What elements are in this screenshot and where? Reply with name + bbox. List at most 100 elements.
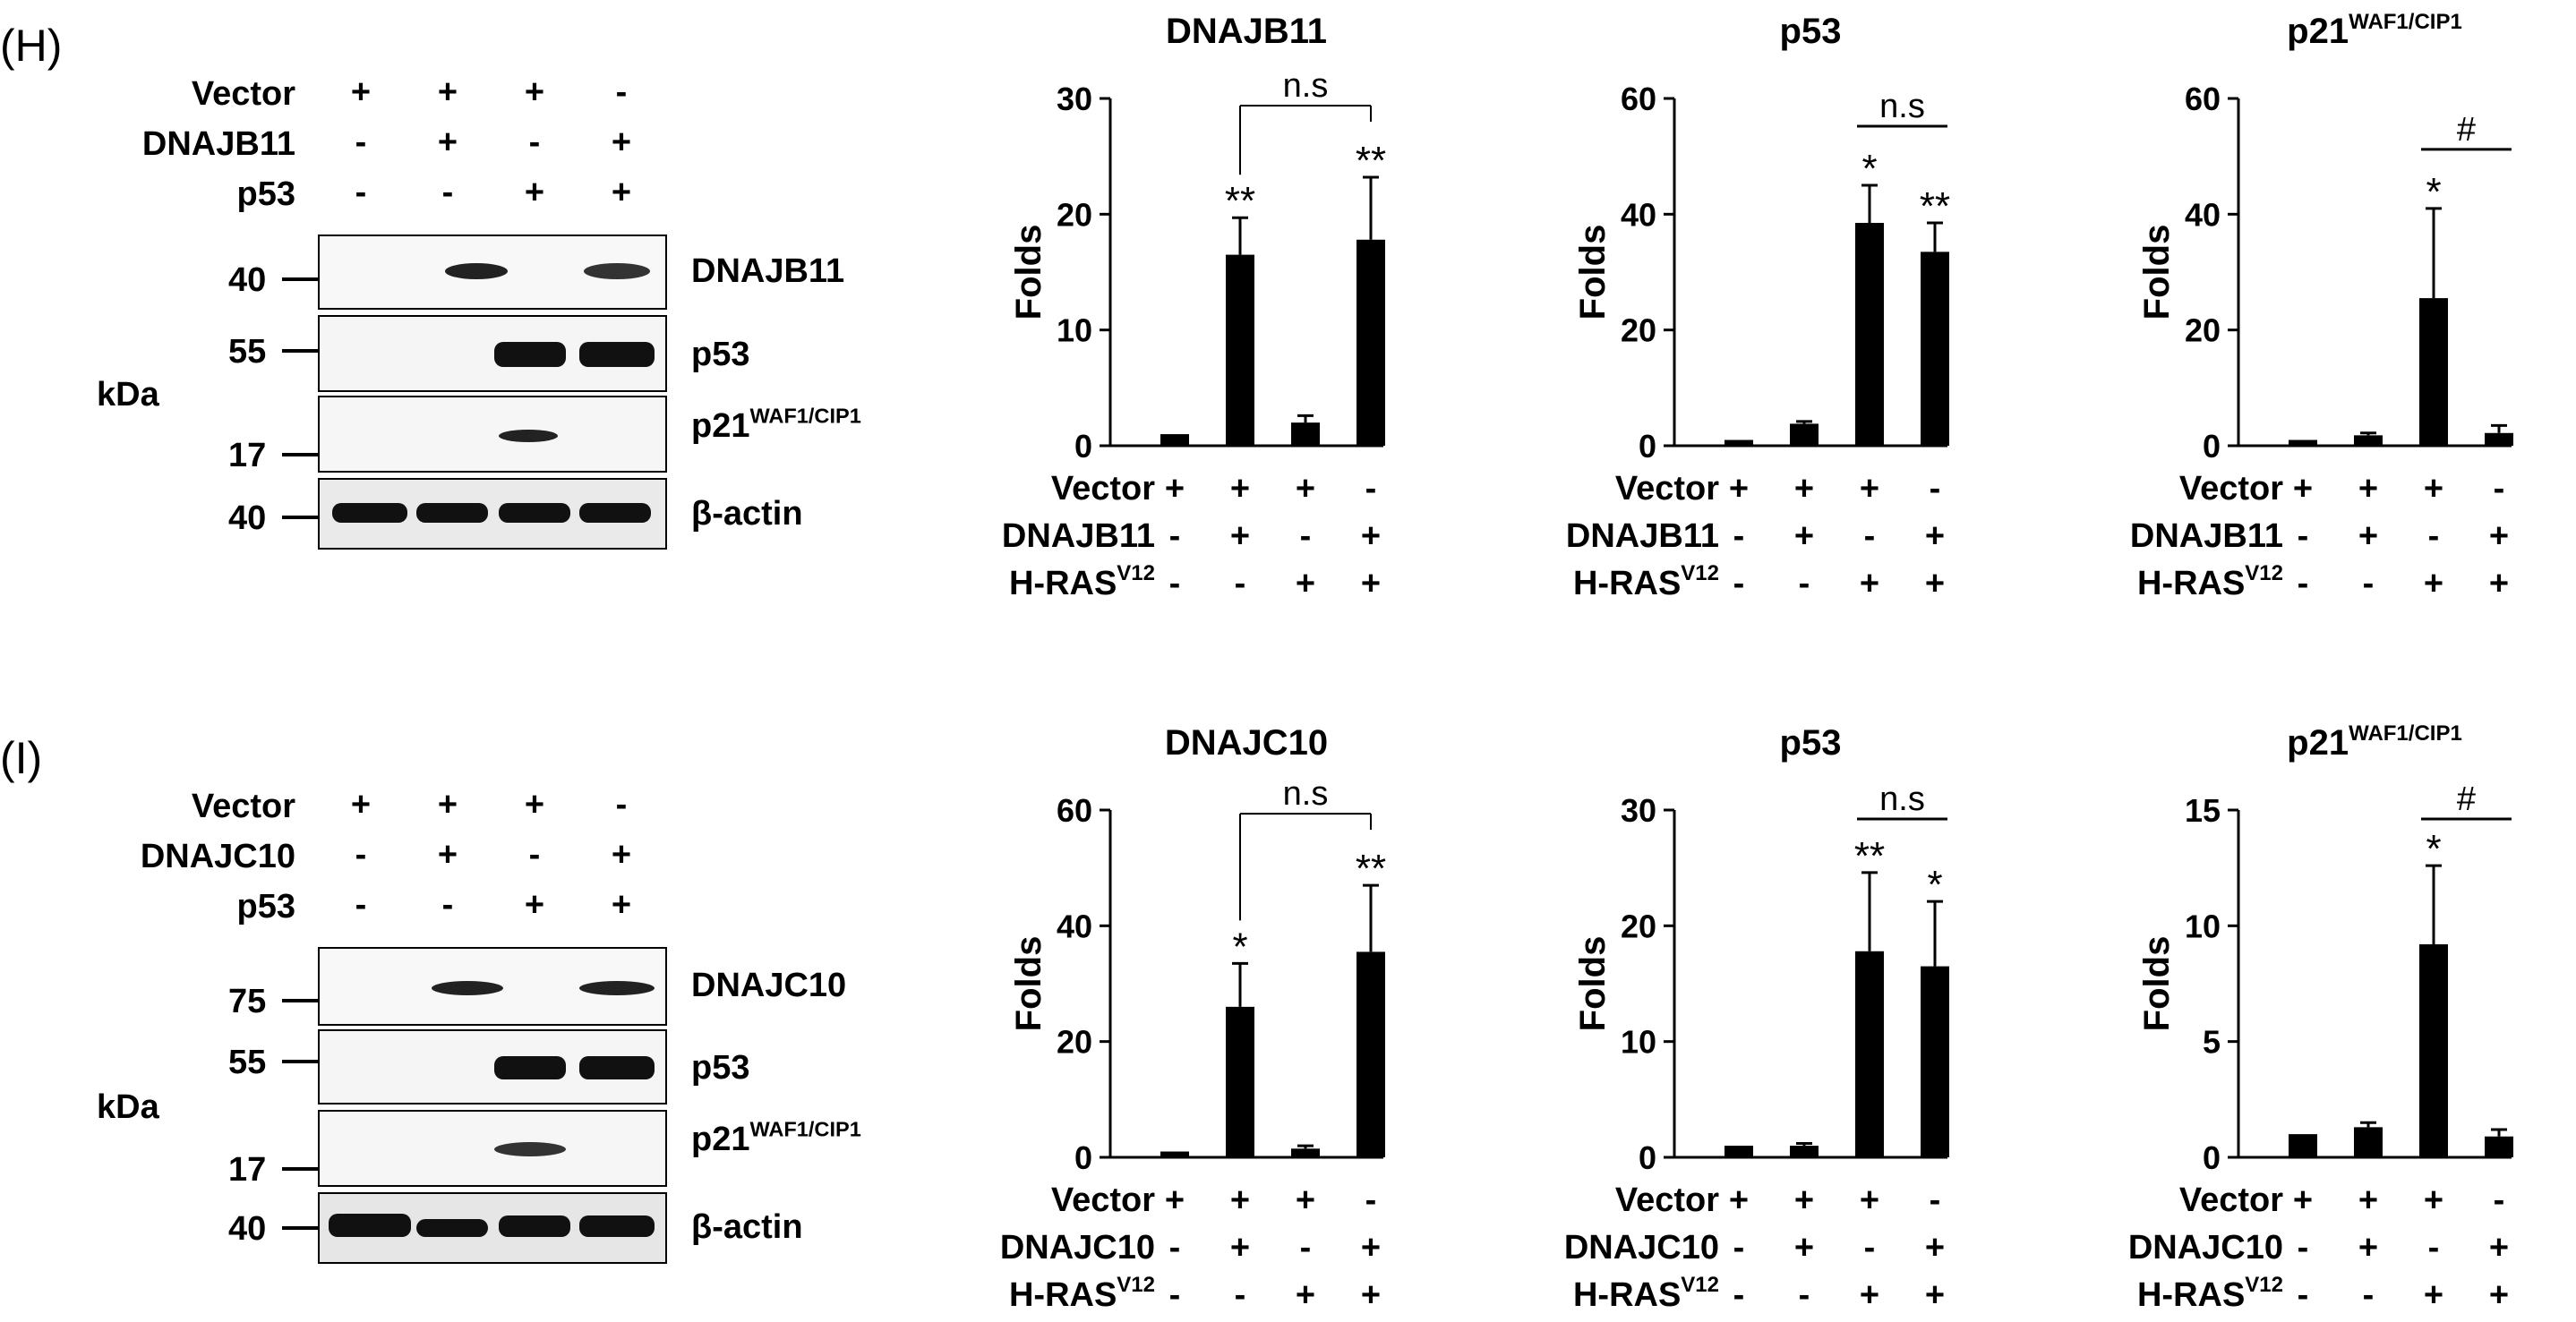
blot-band (499, 1215, 570, 1237)
blot-sign: - (441, 174, 454, 211)
condition-sign: - (1169, 517, 1181, 555)
y-axis-label: Folds (1573, 225, 1613, 320)
mw-tick (282, 349, 318, 353)
condition-sign: + (2424, 1181, 2443, 1219)
condition-sign: + (2489, 1276, 2509, 1314)
condition-sign-text: + (1925, 1276, 1945, 1314)
condition-sign: - (1169, 1276, 1181, 1314)
condition-sign-text: + (1230, 470, 1250, 507)
y-tick-label-text: 10 (1621, 1024, 1656, 1061)
blot-strip (318, 315, 667, 392)
condition-sign: + (1794, 1181, 1814, 1219)
condition-label: DNAJB11 (2130, 517, 2283, 555)
condition-label: DNAJC10 (1000, 1229, 1155, 1267)
kda-label: kDa (97, 1088, 159, 1126)
mw-tick (282, 453, 318, 456)
condition-sign: + (2358, 517, 2378, 555)
blot-sign: - (441, 886, 454, 924)
y-tick-label-text: 20 (1057, 196, 1092, 233)
condition-sign: - (1300, 517, 1312, 555)
condition-label-text: DNAJC10 (2128, 1229, 2283, 1267)
y-tick-label: 0 (1074, 1139, 1092, 1176)
condition-sign-text: + (1794, 517, 1814, 555)
condition-sign: + (1165, 470, 1185, 507)
comparison-label-text: # (2457, 780, 2476, 818)
y-tick-label-text: 0 (1074, 428, 1092, 465)
condition-sign-text: - (2494, 470, 2505, 507)
significance-star-text: ** (1920, 184, 1950, 228)
y-axis-label-text: Folds (1573, 936, 1613, 1032)
blot-row-label: p21WAF1/CIP1 (691, 1117, 861, 1158)
y-axis-label-text: Folds (2137, 225, 2177, 320)
condition-sign-text: - (1169, 517, 1181, 555)
condition-label-sup: V12 (2245, 1273, 2283, 1297)
y-tick-label: 0 (2203, 428, 2221, 465)
significance-star: * (2426, 170, 2441, 214)
condition-label-text: Vector (1615, 470, 1719, 507)
mw-tick (282, 277, 318, 281)
blot-row-label: p53 (691, 336, 750, 373)
y-tick-label: 15 (2185, 792, 2221, 829)
condition-sign: - (2298, 565, 2309, 602)
blot-sign: + (437, 73, 458, 111)
y-tick-label-text: 20 (1621, 908, 1656, 944)
condition-sign: - (1799, 565, 1810, 602)
condition-sign-text: - (1864, 1229, 1876, 1267)
condition-sign-text: - (1235, 1276, 1246, 1314)
condition-label-sup: V12 (1681, 1273, 1719, 1297)
condition-label: DNAJC10 (1564, 1229, 1719, 1267)
condition-sign: + (2489, 565, 2509, 602)
condition-label: H-RASV12 (2137, 561, 2283, 602)
bar (1921, 966, 1949, 1157)
condition-sign: - (1733, 1229, 1745, 1267)
condition-sign-text: - (1930, 470, 1941, 507)
mw-tick (282, 999, 318, 1002)
condition-sign-text: + (1361, 1276, 1381, 1314)
comparison-label-text: n.s (1879, 88, 1925, 125)
condition-sign-text: + (2358, 1181, 2378, 1219)
condition-sign: - (1799, 1276, 1810, 1314)
bar (2419, 944, 2448, 1157)
condition-sign: - (1864, 517, 1876, 555)
y-tick-label: 0 (1639, 1139, 1656, 1176)
blot-sign: + (524, 786, 545, 823)
condition-sign: + (1296, 1276, 1315, 1314)
bar (2485, 1136, 2513, 1157)
blot-sign: + (350, 73, 372, 111)
blot-band (579, 1056, 655, 1079)
significance-star: ** (1356, 139, 1386, 183)
y-axis-label: Folds (2137, 225, 2177, 320)
blot-sign: + (611, 124, 632, 161)
blot-sign: + (437, 124, 458, 161)
condition-sign-text: + (1230, 1181, 1250, 1219)
blot-band (499, 503, 570, 523)
y-axis-label: Folds (2137, 936, 2177, 1032)
bar (1226, 254, 1254, 446)
condition-sign-text: - (1169, 565, 1181, 602)
condition-label: H-RASV12 (1009, 1273, 1155, 1314)
condition-sign-text: + (1860, 1181, 1879, 1219)
condition-sign: + (1729, 1181, 1749, 1219)
y-tick-label: 20 (1621, 908, 1656, 944)
blot-h-condition-vector: Vector (191, 75, 295, 113)
bar (1724, 1146, 1753, 1157)
mw-marker: 40 (228, 1210, 267, 1248)
y-axis-label: Folds (1009, 225, 1048, 320)
y-tick-label: 40 (2185, 196, 2221, 233)
condition-sign-text: + (1860, 565, 1879, 602)
bar (1356, 951, 1385, 1157)
condition-sign-text: - (2298, 1229, 2309, 1267)
condition-sign-text: - (1733, 1276, 1745, 1314)
mw-tick (282, 1060, 318, 1063)
condition-label-text: H-RAS (1573, 1276, 1681, 1314)
condition-label-text: H-RAS (2137, 1276, 2245, 1314)
condition-sign: + (1296, 565, 1315, 602)
condition-sign: - (2298, 517, 2309, 555)
condition-sign: + (1296, 470, 1315, 507)
blot-strip (318, 1029, 667, 1105)
y-tick-label: 10 (1057, 312, 1092, 349)
condition-sign-text: + (1296, 565, 1315, 602)
bar (2485, 432, 2513, 446)
